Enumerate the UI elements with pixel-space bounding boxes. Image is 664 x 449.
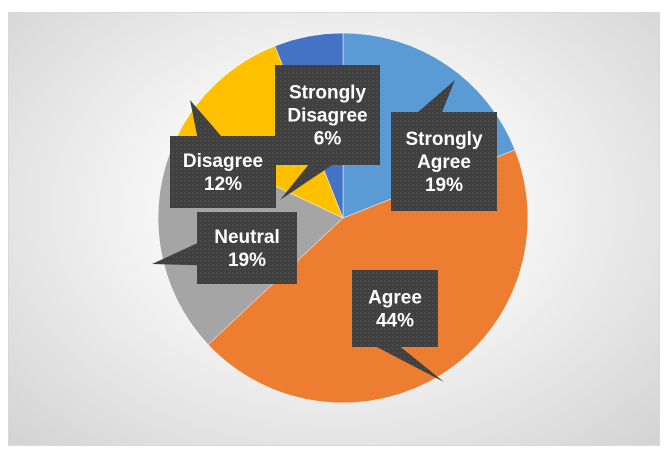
data-label-category: Disagree — [183, 151, 263, 172]
callout-pointer — [152, 243, 197, 266]
data-label-category: Disagree — [287, 106, 367, 127]
data-label-percent: 19% — [228, 250, 266, 271]
data-label-category: Strongly — [405, 129, 482, 150]
callout-box — [170, 136, 276, 208]
callouts-layer: StronglyAgree19%Agree44%Neutral19%Disagr… — [152, 65, 497, 382]
data-label-percent: 44% — [376, 311, 414, 332]
callout-pointer — [190, 100, 222, 136]
data-label-percent: 19% — [425, 175, 463, 196]
callout-pointer — [418, 80, 455, 112]
data-label-percent: 12% — [204, 174, 242, 195]
callout-box — [352, 270, 438, 347]
data-label-category: Neutral — [214, 227, 279, 248]
data-label-percent: 6% — [314, 129, 342, 150]
callout-box — [197, 212, 297, 284]
callout-box — [391, 112, 497, 211]
callout-box — [275, 65, 380, 165]
data-label-category: Agree — [417, 152, 471, 173]
callout-pointer — [280, 165, 333, 200]
callout-pointer — [376, 347, 444, 382]
data-label-category: Strongly — [289, 83, 366, 104]
data-label-category: Agree — [368, 288, 422, 309]
